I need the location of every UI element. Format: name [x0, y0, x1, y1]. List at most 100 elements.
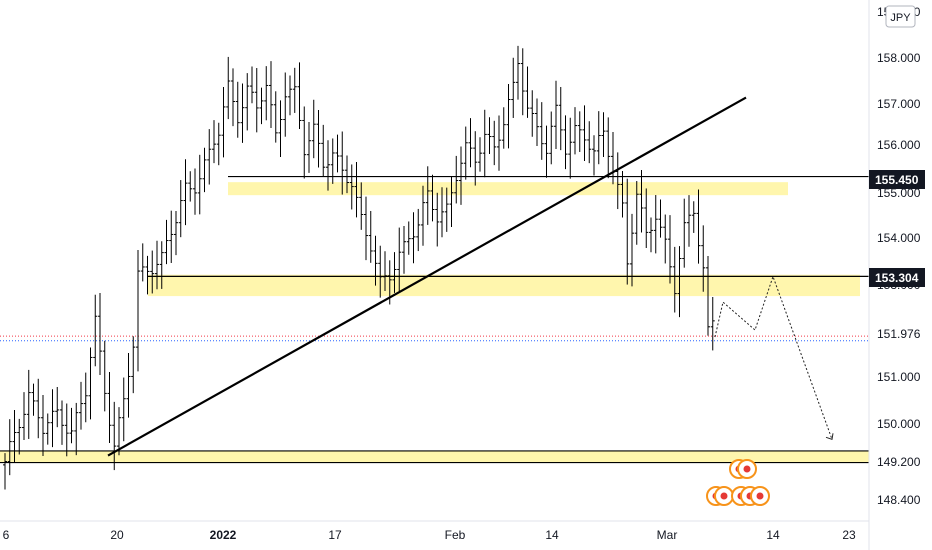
price-bar — [615, 152, 620, 210]
price-bar — [677, 246, 682, 318]
price-bar — [549, 111, 554, 165]
price-bar — [625, 178, 630, 285]
price-bar — [459, 146, 463, 205]
price-bar — [710, 296, 715, 351]
price-tick-label: 154.000 — [877, 231, 921, 245]
zone-0 — [228, 182, 788, 196]
time-axis[interactable]: 6 20 2022 17 Feb 14 Mar 14 23 — [0, 520, 869, 542]
price-bar — [207, 129, 212, 185]
price-bar — [283, 72, 288, 137]
price-bar — [359, 182, 364, 230]
price-bar — [83, 372, 88, 423]
price-bar — [36, 378, 41, 439]
time-tick-label: 17 — [328, 528, 342, 542]
price-bar — [592, 135, 596, 176]
price-bar — [701, 225, 706, 292]
event-dot — [743, 465, 751, 473]
price-bar — [402, 225, 406, 274]
price-bar — [601, 112, 606, 157]
price-bar — [511, 57, 516, 118]
price-bar — [653, 195, 658, 254]
price-label: 153.304 — [869, 268, 925, 287]
time-tick-label: Feb — [445, 528, 466, 542]
support-resistance-zones — [0, 182, 869, 463]
price-bar — [202, 147, 207, 193]
price-bar — [216, 122, 221, 166]
price-bar — [335, 134, 340, 173]
price-bar — [706, 255, 710, 336]
price-bar — [131, 336, 136, 394]
price-bar — [193, 168, 197, 215]
price-bar — [687, 195, 691, 247]
price-bar — [468, 118, 473, 168]
price-bar — [88, 347, 93, 420]
price-bar — [340, 131, 345, 195]
price-bar — [345, 155, 349, 194]
price-bar — [425, 166, 430, 225]
price-label-text: 153.304 — [875, 271, 919, 285]
drawn-lines — [0, 96, 869, 464]
price-bar — [273, 91, 278, 143]
price-bar — [121, 377, 126, 442]
price-bar — [264, 66, 269, 121]
price-tick-label: 157.000 — [877, 97, 921, 111]
price-axis[interactable]: 158.000157.000156.000155.000154.000153.0… — [868, 0, 925, 550]
price-bar — [520, 48, 525, 116]
price-bar — [45, 413, 50, 445]
price-bar — [606, 117, 611, 179]
price-bar — [573, 107, 577, 155]
price-bar — [79, 381, 83, 430]
price-bar — [397, 227, 402, 292]
price-bar — [525, 66, 530, 118]
price-bar — [411, 212, 416, 264]
price-bar — [392, 252, 397, 293]
price-bar — [93, 294, 98, 367]
price-bar — [368, 210, 373, 263]
price-label-text: 155.450 — [875, 173, 919, 187]
price-bar — [364, 196, 368, 261]
price-bar — [50, 389, 55, 448]
projection-arrowhead — [825, 433, 834, 440]
ascending-trendline — [107, 96, 747, 457]
event-dot — [756, 492, 764, 500]
economic-event-icon[interactable] — [750, 486, 770, 506]
zone-1 — [148, 274, 860, 297]
price-tick-label: 158.000 — [877, 51, 921, 65]
price-bar — [235, 81, 240, 138]
price-bar — [454, 155, 459, 204]
event-dot — [720, 492, 728, 500]
economic-events[interactable] — [706, 459, 770, 506]
price-bar — [221, 87, 226, 158]
economic-event-icon[interactable] — [714, 486, 734, 506]
price-bar — [254, 68, 259, 133]
price-bar — [506, 84, 511, 149]
price-bar — [321, 124, 326, 177]
price-bar — [250, 66, 254, 104]
price-bar — [649, 217, 653, 253]
price-bar — [326, 140, 330, 191]
price-bar — [136, 250, 140, 372]
price-bar — [64, 403, 69, 457]
price-bar — [558, 86, 563, 151]
currency-badge: JPY — [885, 5, 916, 28]
price-bar — [159, 241, 164, 289]
price-bar — [473, 131, 478, 186]
price-bar — [292, 67, 297, 113]
price-bar — [41, 394, 45, 456]
price-bar — [373, 235, 378, 286]
price-label-bg — [869, 268, 925, 287]
time-tick-label: 6 — [3, 528, 10, 542]
price-bar — [245, 73, 250, 131]
price-bar — [140, 243, 145, 282]
price-bar — [563, 115, 568, 170]
price-tick-label: 148.400 — [877, 493, 921, 507]
time-tick-label: 20 — [110, 528, 124, 542]
price-bar — [231, 68, 235, 127]
price-bar — [354, 162, 359, 218]
time-tick-label: 14 — [545, 528, 559, 542]
price-bar — [240, 83, 245, 143]
price-tick-label: 151.000 — [877, 370, 921, 384]
economic-event-icon[interactable] — [737, 459, 757, 479]
price-bar — [587, 121, 592, 164]
